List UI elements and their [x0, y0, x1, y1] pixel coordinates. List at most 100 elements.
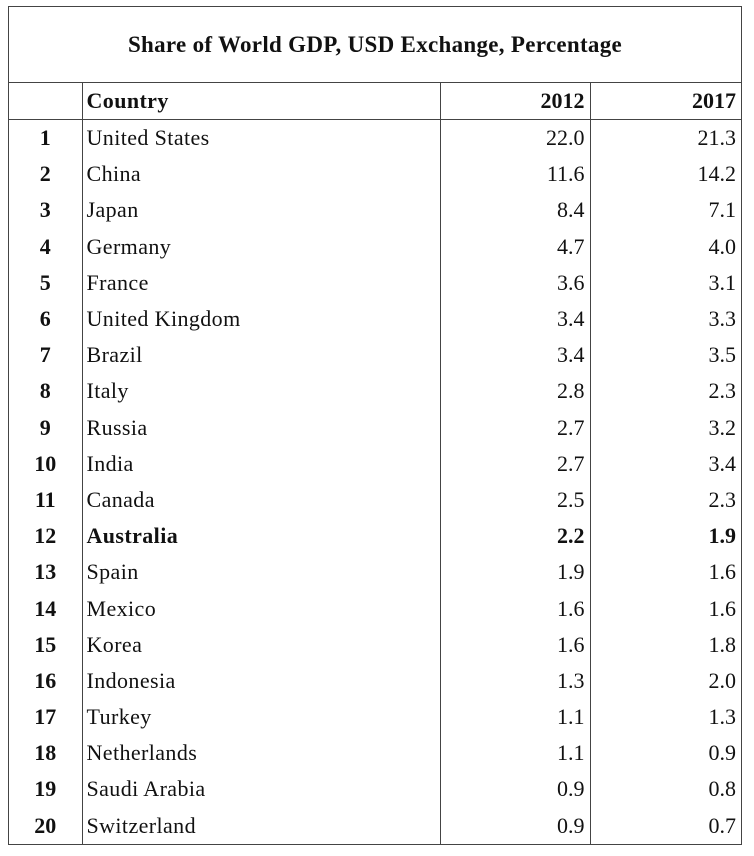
value-2017-cell: 2.0 — [708, 667, 737, 693]
value-2012-cell: 3.4 — [440, 300, 591, 338]
value-2017-cell: 1.8 — [708, 631, 737, 657]
value-2012-cell: 2.8 — [440, 373, 591, 410]
country-cell: Brazil — [82, 337, 441, 374]
country-cell: United Kingdom — [82, 300, 441, 338]
table-row: 1 United States 22.0 21.3 — [9, 119, 741, 157]
country-cell: Canada — [82, 481, 441, 519]
table-row: 13 Spain 1.9 1.6 — [9, 554, 741, 591]
value-2012-cell: 4.7 — [440, 228, 591, 265]
rank-cell: 3 — [9, 192, 83, 229]
country-cell: Spain — [82, 554, 441, 591]
country-cell: Korea — [82, 626, 441, 663]
value-2012-cell: 0.9 — [440, 807, 591, 844]
rank-cell: 17 — [9, 699, 83, 736]
value-2012-cell: 1.1 — [440, 699, 591, 736]
value-2017-cell: 3.5 — [708, 342, 737, 368]
table-row: 4 Germany 4.7 4.0 — [9, 228, 741, 265]
rank-cell: 20 — [9, 807, 83, 844]
value-2012-cell: 1.6 — [440, 626, 591, 663]
value-2012-cell: 2.7 — [440, 409, 591, 446]
rank-cell: 4 — [9, 228, 83, 265]
rank-cell: 8 — [9, 373, 83, 410]
rank-cell: 18 — [9, 735, 83, 772]
country-cell: Turkey — [82, 699, 441, 736]
rank-cell: 14 — [9, 590, 83, 627]
table-row: 12 Australia 2.2 1.9 — [9, 518, 741, 555]
rank-cell: 16 — [9, 662, 83, 699]
rank-cell: 1 — [9, 119, 83, 157]
value-2012-cell: 2.7 — [440, 445, 591, 482]
value-2012-cell: 0.9 — [440, 771, 591, 808]
value-2017-cell: 4.0 — [708, 233, 737, 259]
table-row: 7 Brazil 3.4 3.5 — [9, 337, 741, 374]
table-row: 11 Canada 2.5 2.3 — [9, 481, 741, 519]
gdp-share-table: Country 2012 2017 1 United States 22.0 21.3… — [9, 83, 741, 844]
value-2017-cell: 7.1 — [708, 197, 737, 223]
country-cell: Russia — [82, 409, 441, 446]
table-row: 5 France 3.6 3.1 — [9, 264, 741, 301]
country-cell: Australia — [82, 518, 441, 555]
value-2017-cell: 3.2 — [708, 414, 737, 440]
rank-cell: 5 — [9, 264, 83, 301]
country-cell: France — [82, 264, 441, 301]
value-2012-cell: 1.3 — [440, 662, 591, 699]
value-2017-cell: 3.3 — [708, 306, 737, 332]
rank-cell: 10 — [9, 445, 83, 482]
value-2017-cell: 14.2 — [697, 161, 737, 187]
country-cell: Italy — [82, 373, 441, 410]
value-2012-cell: 8.4 — [440, 192, 591, 229]
value-2012-cell: 1.1 — [440, 735, 591, 772]
rank-cell: 19 — [9, 771, 83, 808]
header-country: Country — [82, 83, 441, 120]
rank-cell: 6 — [9, 300, 83, 338]
table-row: 14 Mexico 1.6 1.6 — [9, 590, 741, 627]
country-cell: Indonesia — [82, 662, 441, 699]
value-2017-cell: 1.9 — [708, 523, 737, 549]
table-row: 18 Netherlands 1.1 0.9 — [9, 735, 741, 772]
value-2012-cell: 22.0 — [440, 119, 591, 157]
value-2017-cell: 3.1 — [708, 269, 737, 295]
table-title: Share of World GDP, USD Exchange, Percen… — [9, 7, 741, 83]
country-cell: Germany — [82, 228, 441, 265]
value-2012-cell: 3.6 — [440, 264, 591, 301]
rank-cell: 12 — [9, 518, 83, 555]
value-2017-cell: 0.9 — [708, 740, 737, 766]
value-2017-cell: 3.4 — [708, 450, 737, 476]
country-cell: China — [82, 156, 441, 193]
country-cell: Japan — [82, 192, 441, 229]
value-2017-cell: 1.6 — [708, 559, 737, 585]
header-2017: 2017 — [590, 83, 741, 120]
value-2017-cell: 21.3 — [697, 125, 737, 151]
value-2017-cell: 0.8 — [708, 776, 737, 802]
value-2012-cell: 11.6 — [440, 156, 591, 193]
value-2017-cell: 2.3 — [708, 378, 737, 404]
header-rank — [9, 83, 83, 120]
value-2017-cell: 0.7 — [708, 812, 737, 838]
table-body: 1 United States 22.0 21.3 2 China 11.6 14.2 3 Jap… — [9, 119, 741, 844]
country-cell: Netherlands — [82, 735, 441, 772]
rank-cell: 2 — [9, 156, 83, 193]
table-row: 16 Indonesia 1.3 2.0 — [9, 662, 741, 699]
rank-cell: 13 — [9, 554, 83, 591]
table-row: 8 Italy 2.8 2.3 — [9, 373, 741, 410]
value-2017-cell: 1.3 — [708, 704, 737, 730]
table-row: 9 Russia 2.7 3.2 — [9, 409, 741, 446]
rank-cell: 7 — [9, 337, 83, 374]
rank-cell: 11 — [9, 481, 83, 519]
table-row: 2 China 11.6 14.2 — [9, 156, 741, 193]
header-row: Country 2012 2017 — [9, 83, 741, 120]
value-2012-cell: 3.4 — [440, 337, 591, 374]
value-2012-cell: 2.5 — [440, 481, 591, 519]
country-cell: Mexico — [82, 590, 441, 627]
table-row: 19 Saudi Arabia 0.9 0.8 — [9, 771, 741, 808]
country-cell: Saudi Arabia — [82, 771, 441, 808]
value-2017-cell: 2.3 — [708, 486, 737, 512]
table-row: 15 Korea 1.6 1.8 — [9, 626, 741, 663]
value-2012-cell: 2.2 — [440, 518, 591, 555]
table-row: 20 Switzerland 0.9 0.7 — [9, 807, 741, 844]
country-cell: India — [82, 445, 441, 482]
table-row: 10 India 2.7 3.4 — [9, 445, 741, 482]
country-cell: Switzerland — [82, 807, 441, 844]
rank-cell: 9 — [9, 409, 83, 446]
value-2012-cell: 1.9 — [440, 554, 591, 591]
